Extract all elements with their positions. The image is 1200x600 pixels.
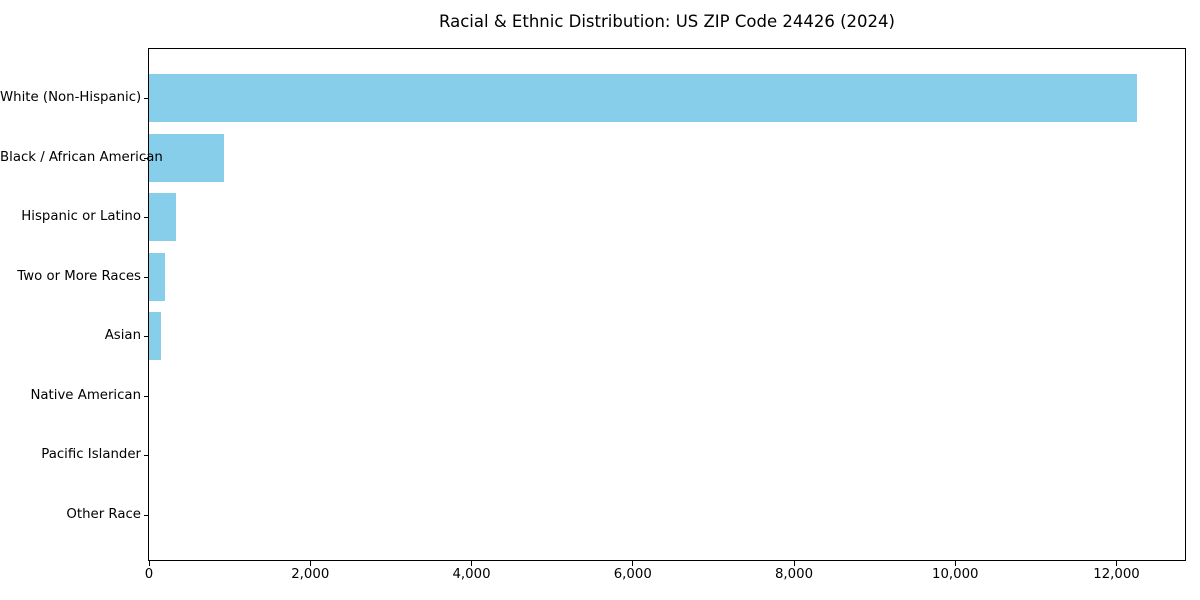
y-tick-mark bbox=[144, 336, 149, 337]
chart-title: Racial & Ethnic Distribution: US ZIP Cod… bbox=[439, 12, 895, 31]
x-tick-mark bbox=[1116, 561, 1117, 566]
x-tick-label: 10,000 bbox=[931, 567, 979, 582]
x-tick-label: 0 bbox=[144, 567, 154, 582]
x-tick-label: 8,000 bbox=[774, 567, 814, 582]
plot-area bbox=[148, 48, 1186, 561]
y-tick-mark bbox=[144, 158, 149, 159]
y-tick-label: Hispanic or Latino bbox=[21, 209, 141, 225]
y-tick-mark bbox=[144, 515, 149, 516]
bar bbox=[149, 74, 1137, 122]
y-tick-mark bbox=[144, 396, 149, 397]
y-tick-label: Native American bbox=[30, 387, 141, 403]
x-tick-label: 4,000 bbox=[452, 567, 491, 582]
y-tick-label: Asian bbox=[104, 328, 141, 344]
x-tick-mark bbox=[309, 561, 311, 566]
y-tick-label: Black / African American bbox=[0, 149, 163, 165]
x-tick-label: 12,000 bbox=[1093, 567, 1140, 582]
y-tick-label: Pacific Islander bbox=[41, 447, 141, 463]
x-tick-mark bbox=[793, 561, 795, 566]
x-tick-mark bbox=[632, 561, 634, 566]
y-tick-mark bbox=[144, 277, 149, 278]
bar bbox=[149, 252, 166, 301]
bar bbox=[149, 193, 177, 242]
bar bbox=[149, 312, 162, 361]
y-tick-mark bbox=[144, 217, 149, 218]
x-tick-mark bbox=[471, 561, 472, 566]
x-tick-mark bbox=[954, 561, 956, 566]
y-tick-label: White (Non-Hispanic) bbox=[0, 90, 142, 105]
x-tick-label: 6,000 bbox=[613, 567, 652, 582]
y-tick-mark bbox=[144, 98, 149, 99]
y-tick-mark bbox=[144, 455, 149, 456]
y-tick-label: Other Race bbox=[66, 506, 141, 522]
bar bbox=[149, 133, 224, 182]
y-tick-label: Two or More Races bbox=[17, 268, 141, 284]
x-tick-mark bbox=[148, 561, 150, 566]
x-tick-label: 2,000 bbox=[291, 567, 330, 582]
